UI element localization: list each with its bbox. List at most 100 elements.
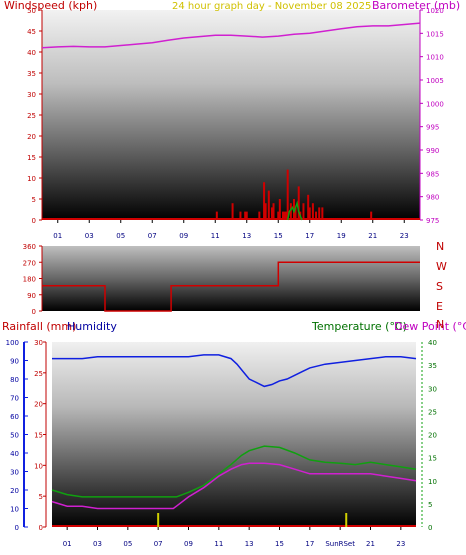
rainfall-y-tick-label: 30 bbox=[10, 469, 19, 477]
x-tick-label: 11 bbox=[214, 540, 223, 548]
x-tick-label: 21 bbox=[366, 540, 375, 548]
wind-speed-bar bbox=[293, 199, 295, 219]
humidity-y-tick-label: 0 bbox=[39, 524, 43, 532]
wind-speed-bar bbox=[311, 203, 314, 219]
compass-label: S bbox=[436, 280, 443, 293]
wind-y-tick-label: 35 bbox=[27, 70, 36, 78]
x-tick-label: 17 bbox=[305, 232, 314, 240]
humidity-y-tick-label: 25 bbox=[34, 370, 43, 378]
wind-speed-bar bbox=[308, 207, 311, 219]
rainfall-axis-title: Rainfall (mm) bbox=[2, 320, 76, 333]
wind-speed-bar bbox=[278, 199, 281, 219]
x-tick-label: 13 bbox=[242, 232, 251, 240]
dewpoint-axis-title: Dew Point (°C) bbox=[394, 320, 466, 333]
panel3-background bbox=[52, 342, 416, 527]
wind-y-tick-label: 20 bbox=[27, 133, 36, 141]
wind-speed-bar bbox=[244, 211, 247, 219]
humidity-y-tick-label: 20 bbox=[34, 401, 43, 409]
x-tick-label: 09 bbox=[179, 232, 188, 240]
humidity-y-tick-label: 10 bbox=[34, 462, 43, 470]
x-tick-label: 11 bbox=[211, 232, 220, 240]
rainfall-y-tick-label: 10 bbox=[10, 506, 19, 514]
wind-speed-bar bbox=[231, 203, 234, 219]
humidity-line bbox=[52, 354, 417, 388]
temperature-y-tick-label: 40 bbox=[428, 339, 437, 347]
wind-speed-bar bbox=[267, 190, 270, 219]
wind-gust-line bbox=[286, 200, 303, 221]
panel2-background bbox=[42, 246, 420, 311]
wind-speed-bar bbox=[258, 211, 261, 219]
baro-y-tick-label: 990 bbox=[426, 147, 439, 155]
wind-y-tick-label: 15 bbox=[27, 154, 36, 162]
temperature-y-tick-label: 30 bbox=[428, 385, 437, 393]
x-tick-label: 09 bbox=[184, 540, 193, 548]
temperature-y-tick-label: 20 bbox=[428, 432, 437, 440]
temperature-y-tick-label: 5 bbox=[428, 501, 432, 509]
wind-speed-bar bbox=[315, 211, 318, 219]
rainfall-y-tick-label: 70 bbox=[10, 395, 19, 403]
wind-speed-bar bbox=[289, 203, 292, 219]
rainfall-y-tick-label: 20 bbox=[10, 487, 19, 495]
temperature-axis-title: Temperature (°C) bbox=[311, 320, 407, 333]
x-tick-label: 03 bbox=[85, 232, 94, 240]
wind-speed-bar bbox=[307, 194, 310, 219]
rainfall-y-tick-label: 100 bbox=[6, 339, 19, 347]
baro-y-tick-label: 1000 bbox=[426, 100, 444, 108]
humidity-y-tick-label: 5 bbox=[39, 493, 43, 501]
barometer-line bbox=[41, 22, 421, 49]
direction-y-tick-label: 360 bbox=[23, 243, 36, 251]
rainfall-y-tick-label: 50 bbox=[10, 432, 19, 440]
wind-speed-bar bbox=[263, 182, 266, 219]
baro-y-tick-label: 1015 bbox=[426, 30, 444, 38]
compass-label: N bbox=[436, 318, 444, 331]
wind-y-tick-label: 45 bbox=[27, 28, 36, 36]
humidity-axis-title: Humidity bbox=[67, 320, 117, 333]
wind-y-tick-label: 50 bbox=[27, 7, 36, 15]
wind-y-tick-label: 0 bbox=[32, 217, 36, 225]
x-tick-label: 07 bbox=[154, 540, 163, 548]
x-tick-label: 05 bbox=[116, 232, 125, 240]
wind-y-tick-label: 30 bbox=[27, 91, 36, 99]
temperature-y-tick-label: 25 bbox=[428, 408, 437, 416]
x-tick-label: 21 bbox=[368, 232, 377, 240]
wind-speed-bar bbox=[370, 211, 373, 219]
wind-speed-bar bbox=[285, 211, 288, 219]
rainfall-y-tick-label: 80 bbox=[10, 376, 19, 384]
panel1-background bbox=[42, 10, 420, 220]
wind-y-tick-label: 5 bbox=[32, 196, 36, 204]
wind-y-tick-label: 10 bbox=[27, 175, 36, 183]
compass-label: N bbox=[436, 240, 444, 253]
x-tick-label: 23 bbox=[396, 540, 405, 548]
x-tick-label: 03 bbox=[93, 540, 102, 548]
temperature-y-tick-label: 0 bbox=[428, 524, 432, 532]
temperature-y-tick-label: 15 bbox=[428, 455, 437, 463]
wind-speed-bar bbox=[302, 203, 305, 219]
rainfall-y-tick-label: 90 bbox=[10, 358, 19, 366]
x-tick-label: 05 bbox=[123, 540, 132, 548]
x-tick-label: 23 bbox=[400, 232, 409, 240]
wind-speed-bar bbox=[297, 186, 300, 219]
wind-y-tick-label: 40 bbox=[27, 49, 36, 57]
humidity-y-tick-label: 15 bbox=[34, 432, 43, 440]
chart-marks: 0510152025303540455097598098599099510001… bbox=[6, 7, 447, 548]
temperature-y-tick-label: 35 bbox=[428, 362, 437, 370]
x-tick-label: SunRSet bbox=[325, 540, 355, 548]
compass-label: W bbox=[436, 260, 447, 273]
x-tick-label: 07 bbox=[148, 232, 157, 240]
wind-speed-bar bbox=[215, 211, 218, 219]
wind-speed-bar bbox=[281, 211, 284, 219]
wind-speed-bar bbox=[272, 203, 275, 219]
x-tick-label: 13 bbox=[245, 540, 254, 548]
baro-y-tick-label: 1005 bbox=[426, 77, 444, 85]
wind-speed-bar bbox=[245, 211, 248, 219]
baro-y-tick-label: 1010 bbox=[426, 54, 444, 62]
x-tick-label: 19 bbox=[337, 232, 346, 240]
x-tick-label: 15 bbox=[274, 232, 283, 240]
temperature-line bbox=[51, 445, 417, 498]
wind-direction-line bbox=[42, 261, 420, 312]
wind-speed-bar bbox=[286, 169, 289, 219]
rainfall-y-tick-label: 0 bbox=[15, 524, 19, 532]
windspeed-axis-title: Windspeed (kph) bbox=[4, 0, 97, 12]
